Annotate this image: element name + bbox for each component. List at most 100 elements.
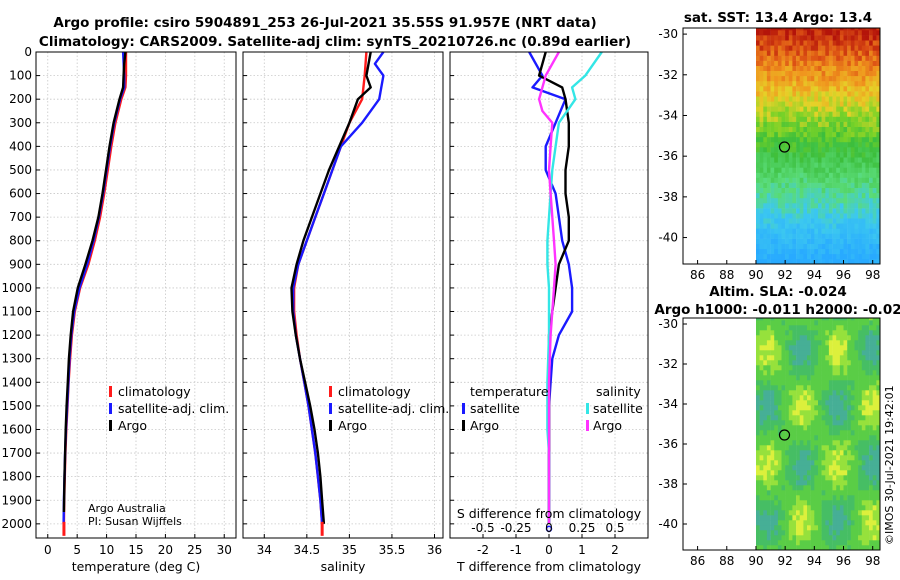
heatmap-cell bbox=[807, 35, 811, 41]
heatmap-cell bbox=[832, 60, 837, 66]
heatmap-cell bbox=[777, 395, 782, 401]
heatmap-cell bbox=[843, 243, 848, 250]
heatmap-cell bbox=[869, 435, 873, 441]
heatmap-cell bbox=[818, 395, 822, 401]
heatmap-cell bbox=[854, 30, 859, 36]
heatmap-cell bbox=[788, 228, 793, 234]
heatmap-cell bbox=[876, 258, 881, 265]
heatmap-cell bbox=[763, 500, 768, 506]
heatmap-cell bbox=[756, 182, 760, 188]
heatmap-cell bbox=[861, 91, 866, 97]
heatmap-cell bbox=[828, 182, 833, 188]
heatmap-cell bbox=[865, 545, 870, 551]
heatmap-cell bbox=[865, 147, 870, 153]
heatmap-cell bbox=[865, 495, 870, 501]
heatmap-cell bbox=[770, 75, 775, 82]
heatmap-cell bbox=[821, 91, 826, 97]
heatmap-cell bbox=[872, 182, 877, 188]
heatmap-cell bbox=[756, 345, 760, 351]
heatmap-cell bbox=[854, 540, 859, 546]
heatmap-cell bbox=[821, 111, 826, 117]
heatmap-cell bbox=[876, 35, 881, 41]
heatmap-cell bbox=[836, 350, 841, 356]
heatmap-cell bbox=[865, 248, 870, 255]
heatmap-cell bbox=[821, 440, 826, 446]
heatmap-cell bbox=[869, 540, 873, 546]
heatmap-cell bbox=[777, 162, 782, 168]
heatmap-cell bbox=[781, 238, 786, 244]
heatmap-cell bbox=[858, 410, 862, 416]
heatmap-cell bbox=[799, 490, 804, 496]
heatmap-cell bbox=[807, 395, 811, 401]
heatmap-cell bbox=[828, 405, 833, 411]
heatmap-cell bbox=[807, 177, 811, 183]
y-tick-label: 2000 bbox=[1, 517, 32, 531]
heatmap-cell bbox=[858, 318, 862, 321]
heatmap-cell bbox=[828, 121, 833, 127]
heatmap-cell bbox=[858, 86, 862, 92]
heatmap-cell bbox=[825, 228, 830, 234]
heatmap-cell bbox=[788, 330, 793, 336]
heatmap-cell bbox=[792, 355, 797, 361]
heatmap-cell bbox=[792, 121, 797, 127]
heatmap-cell bbox=[865, 208, 870, 214]
heatmap-cell bbox=[763, 520, 768, 526]
heatmap-cell bbox=[770, 355, 775, 361]
heatmap-cell bbox=[781, 355, 786, 361]
heatmap-cell bbox=[781, 390, 786, 396]
heatmap-cell bbox=[832, 325, 837, 331]
heatmap-cell bbox=[777, 425, 782, 431]
heatmap-cell bbox=[785, 203, 789, 209]
heatmap-cell bbox=[763, 35, 768, 41]
heatmap-cell bbox=[839, 345, 844, 351]
heatmap-cell bbox=[843, 495, 848, 501]
heatmap-cell bbox=[858, 425, 862, 431]
heatmap-cell bbox=[756, 258, 760, 265]
heatmap-cell bbox=[854, 147, 859, 153]
heatmap-cell bbox=[832, 80, 837, 87]
heatmap-cell bbox=[818, 475, 822, 481]
heatmap-cell bbox=[777, 187, 782, 194]
heatmap-cell bbox=[792, 415, 797, 421]
heatmap-cell bbox=[828, 318, 833, 321]
heatmap-cell bbox=[832, 480, 837, 486]
heatmap-cell bbox=[850, 340, 855, 346]
heatmap-cell bbox=[803, 520, 808, 526]
heatmap-cell bbox=[839, 157, 844, 163]
heatmap-cell bbox=[785, 545, 789, 551]
heatmap-cell bbox=[785, 350, 789, 356]
heatmap-cell bbox=[821, 410, 826, 416]
heatmap-cell bbox=[854, 525, 859, 531]
heatmap-cell bbox=[861, 455, 866, 461]
heatmap-cell bbox=[792, 96, 797, 102]
heatmap-cell bbox=[839, 30, 844, 36]
heatmap-cell bbox=[836, 405, 841, 411]
heatmap-cell bbox=[799, 330, 804, 336]
heatmap-cell bbox=[756, 187, 760, 194]
heatmap-cell bbox=[876, 475, 881, 481]
heatmap-cell bbox=[774, 121, 779, 127]
heatmap-cell bbox=[810, 253, 815, 260]
heatmap-cell bbox=[832, 223, 837, 229]
heatmap-cell bbox=[759, 50, 764, 56]
heatmap-cell bbox=[807, 510, 811, 516]
heatmap-cell bbox=[850, 470, 855, 476]
heatmap-cell bbox=[825, 385, 830, 391]
heatmap-cell bbox=[839, 505, 844, 511]
heatmap-cell bbox=[828, 400, 833, 406]
heatmap-cell bbox=[807, 375, 811, 381]
heatmap-cell bbox=[854, 400, 859, 406]
heatmap-cell bbox=[821, 60, 826, 66]
heatmap-cell bbox=[836, 365, 841, 371]
heatmap-cell bbox=[872, 365, 877, 371]
heatmap-cell bbox=[865, 475, 870, 481]
heatmap-cell bbox=[821, 30, 826, 36]
heatmap-cell bbox=[763, 340, 768, 346]
heatmap-cell bbox=[854, 375, 859, 381]
heatmap-cell bbox=[785, 91, 789, 97]
heatmap-cell bbox=[792, 390, 797, 396]
heatmap-cell bbox=[818, 182, 822, 188]
heatmap-cell bbox=[854, 106, 859, 112]
heatmap-cell bbox=[792, 365, 797, 371]
heatmap-cell bbox=[796, 121, 800, 127]
